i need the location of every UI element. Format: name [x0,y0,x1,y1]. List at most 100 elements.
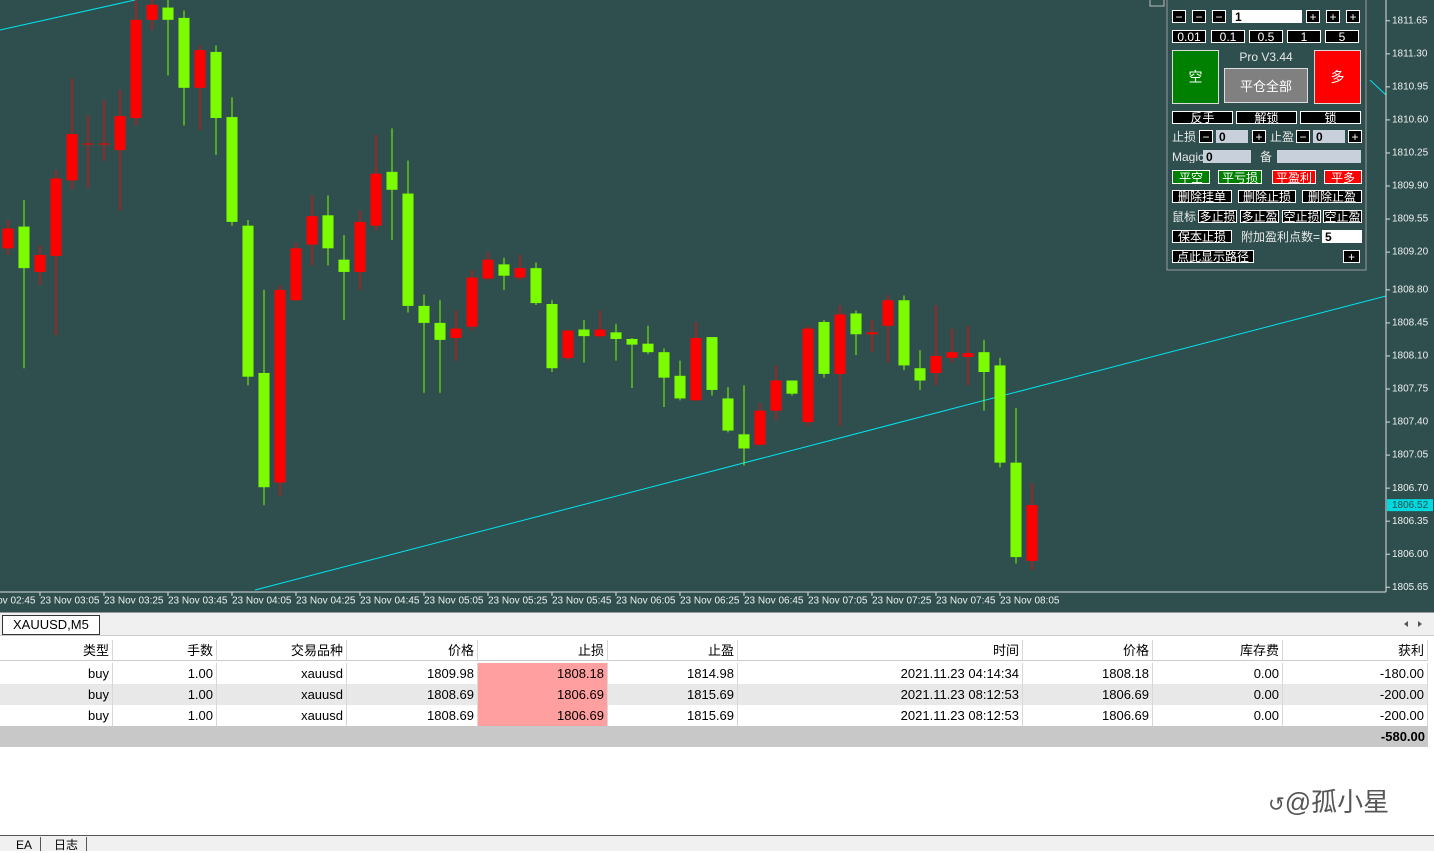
table-cell: buy [0,663,113,684]
panel-button[interactable]: 平亏损 [1218,170,1262,184]
panel-button[interactable]: 保本止损 [1172,230,1232,243]
panel-button[interactable]: 解锁 [1236,111,1297,124]
panel-toggle[interactable] [1149,0,1165,7]
y-tick-label: 1810.25 [1392,148,1429,159]
candle-body [882,300,894,326]
table-cell: 2021.11.23 08:12:53 [738,684,1023,705]
panel-button[interactable]: − [1296,130,1310,143]
panel-button[interactable]: 0.1 [1211,30,1245,43]
panel-button[interactable]: 点此显示路径 [1172,250,1254,263]
candle-body [738,434,750,449]
panel-button[interactable]: 反手 [1172,111,1233,124]
candle-body [530,268,542,304]
panel-button[interactable]: 0.5 [1249,30,1283,43]
panel-button[interactable]: 平多 [1324,170,1362,184]
panel-button[interactable]: + [1306,10,1320,23]
panel-button[interactable]: − [1172,10,1186,23]
x-tick-label: 23 Nov 04:05 [232,596,292,607]
x-tick-label: 23 Nov 02:45 [0,596,36,607]
candle-body [706,337,718,390]
panel-button[interactable]: 删除止盈 [1302,190,1362,203]
panel-button[interactable]: 1 [1232,10,1302,23]
candle-body [594,329,606,337]
candle-body [210,51,222,119]
panel-button[interactable]: 平仓全部 [1224,68,1308,103]
panel-button[interactable]: 0 [1216,130,1248,143]
bottom-tab[interactable]: EA [8,837,42,852]
x-tick-label: 23 Nov 06:45 [744,596,804,607]
panel-button[interactable]: − [1192,10,1206,23]
panel-button[interactable]: − [1212,10,1226,23]
candle-body [562,330,574,358]
panel-button[interactable]: 0.01 [1172,30,1206,43]
panel-button[interactable]: + [1348,130,1362,143]
candle-body [178,17,190,88]
panel-button[interactable]: 空止损 [1282,210,1321,223]
candle-body [242,225,254,377]
candle-body [722,398,734,431]
panel-button[interactable]: 锁 [1300,111,1361,124]
panel-button[interactable]: + [1326,10,1340,23]
panel-button[interactable]: 5 [1322,230,1362,243]
symbol-tab[interactable]: XAUUSD,M5 [2,615,100,635]
panel-button[interactable]: 5 [1325,30,1359,43]
x-tick-label: 23 Nov 07:05 [808,596,868,607]
panel-label: 止盈 [1270,130,1295,143]
candle-body [338,259,350,272]
table-cell: 1815.69 [608,684,738,705]
column-header[interactable]: 类型 [0,640,113,661]
candle-body [514,268,526,278]
panel-button[interactable]: 空止盈 [1323,210,1362,223]
panel-button[interactable]: + [1346,10,1360,23]
panel-button[interactable]: 0 [1313,130,1345,143]
bottom-tab-bar: EA 日志 [0,835,1434,852]
table-cell: 1.00 [113,684,217,705]
bottom-tab[interactable]: 日志 [46,837,88,852]
candle-body [498,264,510,276]
panel-button[interactable]: 多止损 [1198,210,1237,223]
table-cell: 0.00 [1153,663,1283,684]
panel-button[interactable]: 1 [1287,30,1321,43]
column-header[interactable]: 价格 [347,640,478,661]
candle-body [786,380,798,394]
column-header[interactable]: 库存费 [1153,640,1283,661]
panel-label: 止损 [1172,130,1197,143]
trend-line [1369,79,1387,96]
remark-input[interactable] [1277,150,1361,163]
candle-body [866,332,878,335]
panel-label: 附加盈利点数= [1241,230,1321,243]
table-cell: 2021.11.23 08:12:53 [738,705,1023,726]
candles [0,0,1386,591]
panel-button[interactable]: 多 [1314,50,1361,104]
candle-body [466,277,478,327]
candle-body [322,215,334,249]
x-tick-label: 23 Nov 07:45 [936,596,996,607]
panel-button[interactable]: 空 [1172,50,1219,104]
panel-button[interactable]: − [1199,130,1213,143]
candle-body [2,228,14,249]
column-header[interactable]: 获利 [1283,640,1428,661]
tab-bar: XAUUSD,M5 [0,612,1434,636]
panel-button[interactable]: 多止盈 [1240,210,1279,223]
x-tick-label: 23 Nov 04:45 [360,596,420,607]
column-header[interactable]: 价格 [1023,640,1153,661]
panel-button[interactable]: + [1252,130,1266,143]
x-tick-label: 23 Nov 08:05 [1000,596,1060,607]
column-header[interactable]: 止盈 [608,640,738,661]
panel-button[interactable]: 0 [1203,150,1251,163]
column-header[interactable]: 时间 [738,640,1023,661]
y-tick-label: 1808.10 [1392,351,1429,362]
column-header[interactable]: 止损 [478,640,608,661]
x-tick-label: 23 Nov 06:25 [680,596,740,607]
panel-button[interactable]: 平空 [1172,170,1210,184]
panel-button[interactable]: 删除挂单 [1172,190,1232,203]
panel-button[interactable]: 删除止损 [1238,190,1296,203]
column-header[interactable]: 手数 [113,640,217,661]
candle-body [754,410,766,445]
candle-body [1010,462,1022,558]
table-cell: 1815.69 [608,705,738,726]
column-header[interactable]: 交易品种 [217,640,347,661]
scroll-arrows[interactable] [1398,619,1428,629]
panel-button[interactable]: 平盈利 [1272,170,1316,184]
panel-button[interactable]: + [1343,250,1360,263]
